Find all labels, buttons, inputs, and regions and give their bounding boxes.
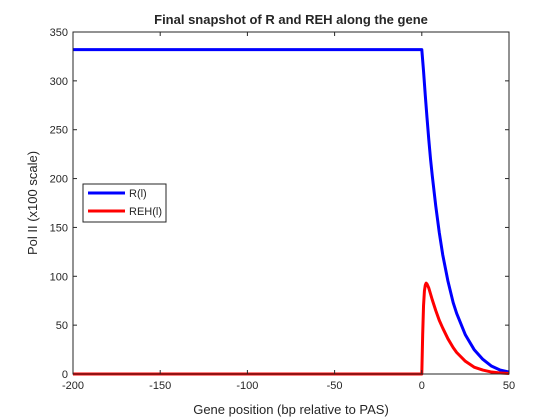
legend-box — [82, 183, 167, 223]
y-tick-label: 150 — [50, 222, 68, 234]
x-axis-ticks: -200 -150 -100 -50 0 50 — [62, 32, 515, 392]
legend-label-r: R(l) — [129, 188, 147, 200]
y-tick-label: 0 — [62, 369, 68, 381]
x-tick-label: -100 — [236, 380, 258, 392]
x-tick-label: 0 — [419, 380, 425, 392]
y-tick-label: 350 — [50, 27, 68, 39]
x-tick-label: -50 — [327, 380, 343, 392]
y-tick-label: 300 — [50, 76, 68, 88]
axes-box — [72, 31, 510, 375]
legend-label-reh: REH(l) — [129, 206, 162, 218]
y-axis-label: Pol II (x100 scale) — [25, 151, 40, 255]
y-tick-label: 200 — [50, 174, 68, 186]
y-tick-label: 250 — [50, 125, 68, 137]
chart-title: Final snapshot of R and REH along the ge… — [154, 12, 428, 27]
x-tick-label: 50 — [503, 380, 515, 392]
x-axis-label: Gene position (bp relative to PAS) — [193, 402, 389, 417]
y-tick-label: 50 — [56, 320, 68, 332]
x-tick-label: -200 — [62, 380, 84, 392]
y-tick-label: 100 — [50, 271, 68, 283]
legend: R(l) REH(l) — [82, 183, 167, 223]
x-tick-label: -150 — [149, 380, 171, 392]
y-axis-ticks: 0 50 100 150 200 250 300 350 — [50, 27, 509, 381]
series-line-0 — [73, 48, 510, 374]
